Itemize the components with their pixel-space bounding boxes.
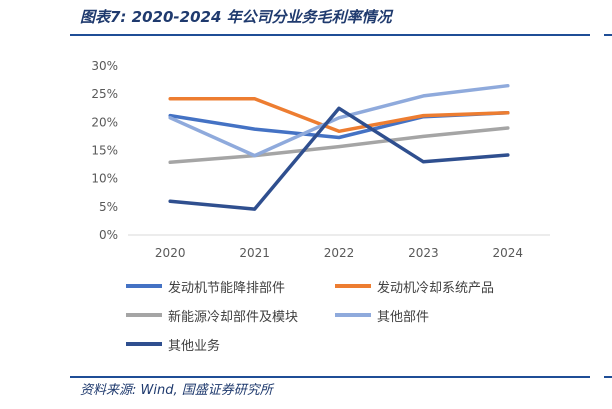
x-axis-ticks: 2020 2021 2022 2023 2024 [155,246,523,260]
legend-item: 发动机冷却系统产品 [335,277,495,296]
series-line-3 [168,126,510,165]
series-line-2 [168,96,510,134]
legend-label: 发动机节能降排部件 [168,280,286,296]
source-note: 资料来源: Wind, 国盛证券研究所 [80,383,273,398]
legend-label: 其他业务 [168,338,221,354]
x-tick-label: 2023 [408,246,439,260]
legend-swatch [126,284,162,288]
y-tick-label: 10% [91,172,118,186]
legend-swatch [126,313,162,317]
bottom-rule-end [604,376,612,378]
y-tick-label: 5% [99,200,118,214]
legend-label: 其他部件 [377,309,430,325]
y-tick-label: 30% [91,59,118,73]
x-tick-label: 2021 [239,246,270,260]
legend-swatch [335,313,371,317]
series-line-5 [168,106,510,211]
legend-item: 其他部件 [335,306,430,325]
legend-item: 发动机节能降排部件 [126,277,286,296]
legend-label: 新能源冷却部件及模块 [168,309,299,325]
legend-swatch [126,342,162,346]
figure-title: 图表7: 2020-2024 年公司分业务毛利率情况 [80,8,392,26]
bottom-rule [70,376,590,378]
legend-label: 发动机冷却系统产品 [377,280,495,296]
series-lines [168,83,510,211]
series-line-4 [168,83,510,158]
y-tick-label: 25% [91,87,118,101]
x-tick-label: 2020 [155,246,186,260]
y-tick-label: 0% [99,228,118,242]
x-tick-label: 2022 [324,246,355,260]
legend-swatch [335,284,371,288]
top-rule [70,34,590,36]
y-tick-label: 20% [91,115,118,129]
legend-item: 其他业务 [126,335,221,354]
top-rule-end [604,34,612,36]
legend-item: 新能源冷却部件及模块 [126,306,299,325]
x-tick-label: 2024 [493,246,524,260]
y-axis-ticks: 0% 5% 10% 15% 20% 25% 30% [91,59,118,242]
y-tick-label: 15% [91,144,118,158]
